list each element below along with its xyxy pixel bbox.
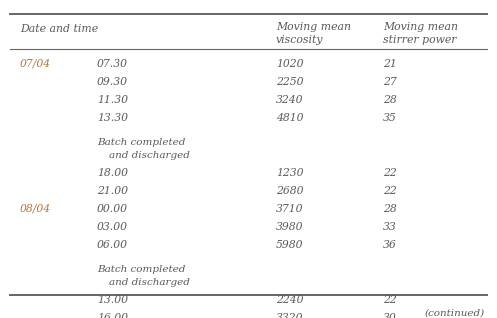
Text: 33: 33 — [383, 222, 397, 232]
Text: 2250: 2250 — [276, 77, 303, 87]
Text: 13.00: 13.00 — [97, 295, 128, 305]
Text: stirrer power: stirrer power — [383, 35, 456, 45]
Text: 21: 21 — [383, 59, 397, 69]
Text: 06.00: 06.00 — [97, 240, 128, 250]
Text: 18.00: 18.00 — [97, 168, 128, 178]
Text: viscosity: viscosity — [276, 35, 324, 45]
Text: Batch completed: Batch completed — [97, 265, 185, 274]
Text: 28: 28 — [383, 204, 397, 214]
Text: 30: 30 — [383, 313, 397, 318]
Text: 03.00: 03.00 — [97, 222, 128, 232]
Text: 22: 22 — [383, 186, 397, 196]
Text: Date and time: Date and time — [20, 24, 98, 34]
Text: 2240: 2240 — [276, 295, 303, 305]
Text: Batch completed: Batch completed — [97, 138, 185, 147]
Text: 11.30: 11.30 — [97, 95, 128, 105]
Text: 35: 35 — [383, 113, 397, 123]
Text: 36: 36 — [383, 240, 397, 250]
Text: 08/04: 08/04 — [20, 204, 51, 214]
Text: 09.30: 09.30 — [97, 77, 128, 87]
Text: 3710: 3710 — [276, 204, 303, 214]
Text: 22: 22 — [383, 295, 397, 305]
Text: and discharged: and discharged — [109, 279, 190, 287]
Text: 3980: 3980 — [276, 222, 303, 232]
Text: Moving mean: Moving mean — [383, 22, 458, 32]
Text: 00.00: 00.00 — [97, 204, 128, 214]
Text: 5980: 5980 — [276, 240, 303, 250]
Text: 3320: 3320 — [276, 313, 303, 318]
Text: 1020: 1020 — [276, 59, 303, 69]
Text: Moving mean: Moving mean — [276, 22, 351, 32]
Text: and discharged: and discharged — [109, 151, 190, 160]
Text: 07.30: 07.30 — [97, 59, 128, 69]
Text: 28: 28 — [383, 95, 397, 105]
Text: 07/04: 07/04 — [20, 59, 51, 69]
Text: 21.00: 21.00 — [97, 186, 128, 196]
Text: 27: 27 — [383, 77, 397, 87]
Text: 3240: 3240 — [276, 95, 303, 105]
Text: 13.30: 13.30 — [97, 113, 128, 123]
Text: 1230: 1230 — [276, 168, 303, 178]
Text: 4810: 4810 — [276, 113, 303, 123]
Text: 2680: 2680 — [276, 186, 303, 196]
Text: (continued): (continued) — [424, 308, 485, 317]
Text: 16.00: 16.00 — [97, 313, 128, 318]
Text: 22: 22 — [383, 168, 397, 178]
